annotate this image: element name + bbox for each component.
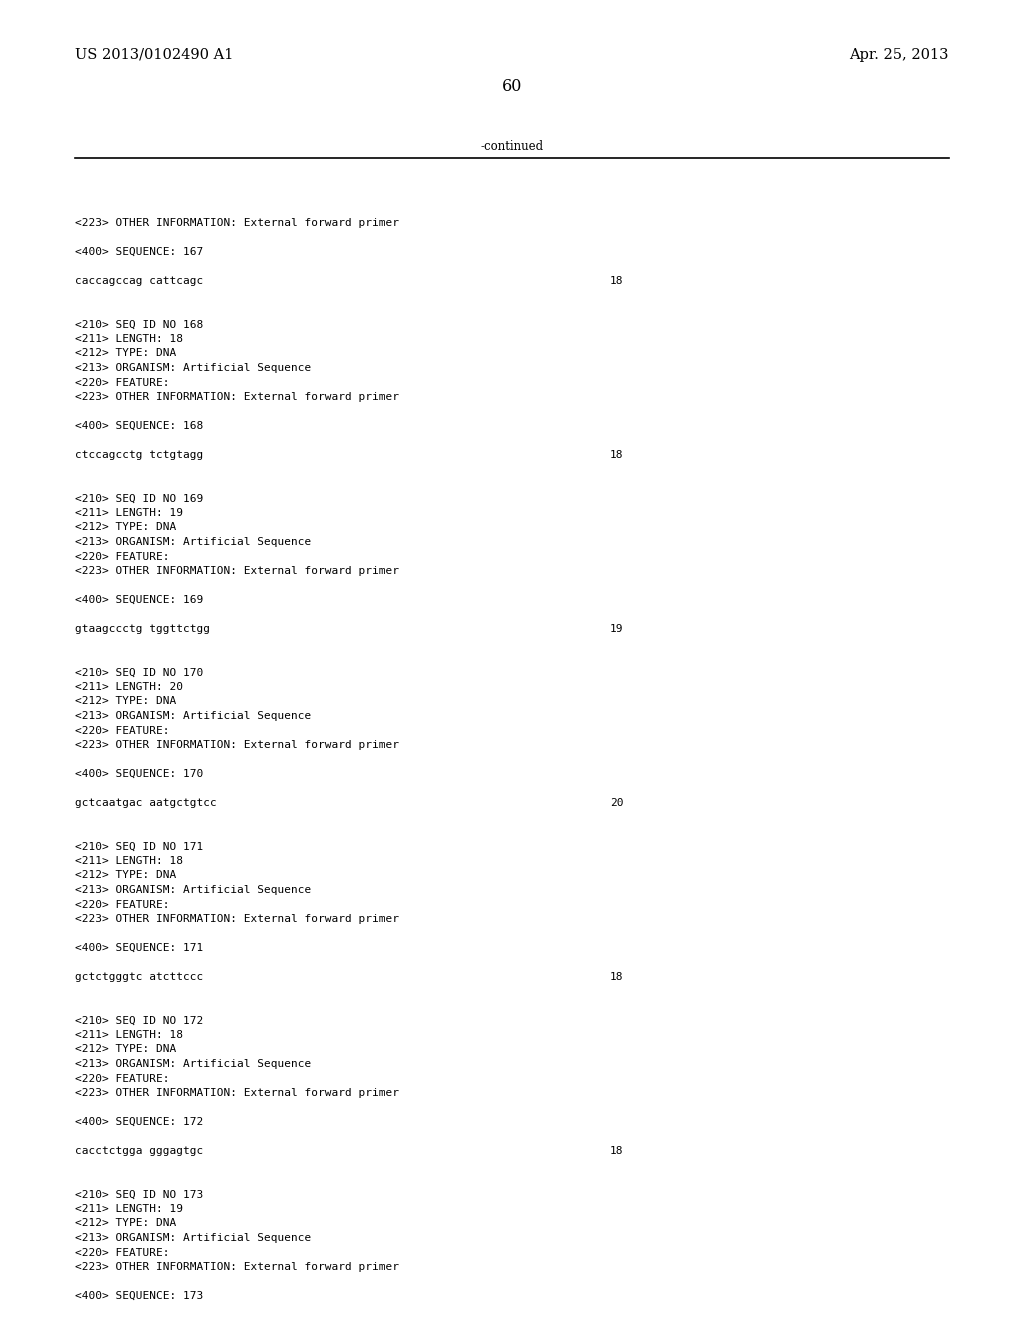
Text: <223> OTHER INFORMATION: External forward primer: <223> OTHER INFORMATION: External forwar…	[75, 1262, 399, 1272]
Text: US 2013/0102490 A1: US 2013/0102490 A1	[75, 48, 233, 62]
Text: <211> LENGTH: 18: <211> LENGTH: 18	[75, 1030, 183, 1040]
Text: <400> SEQUENCE: 167: <400> SEQUENCE: 167	[75, 247, 203, 257]
Text: <400> SEQUENCE: 170: <400> SEQUENCE: 170	[75, 770, 203, 779]
Text: <213> ORGANISM: Artificial Sequence: <213> ORGANISM: Artificial Sequence	[75, 1233, 311, 1243]
Text: <211> LENGTH: 18: <211> LENGTH: 18	[75, 855, 183, 866]
Text: 18: 18	[610, 276, 624, 286]
Text: 60: 60	[502, 78, 522, 95]
Text: 20: 20	[610, 799, 624, 808]
Text: <210> SEQ ID NO 171: <210> SEQ ID NO 171	[75, 842, 203, 851]
Text: cacctctgga gggagtgc: cacctctgga gggagtgc	[75, 1146, 203, 1156]
Text: <210> SEQ ID NO 170: <210> SEQ ID NO 170	[75, 668, 203, 677]
Text: <210> SEQ ID NO 168: <210> SEQ ID NO 168	[75, 319, 203, 330]
Text: <220> FEATURE:: <220> FEATURE:	[75, 378, 170, 388]
Text: <220> FEATURE:: <220> FEATURE:	[75, 1247, 170, 1258]
Text: <210> SEQ ID NO 173: <210> SEQ ID NO 173	[75, 1189, 203, 1200]
Text: <210> SEQ ID NO 169: <210> SEQ ID NO 169	[75, 494, 203, 503]
Text: gctcaatgac aatgctgtcc: gctcaatgac aatgctgtcc	[75, 799, 217, 808]
Text: <211> LENGTH: 19: <211> LENGTH: 19	[75, 1204, 183, 1214]
Text: 18: 18	[610, 972, 624, 982]
Text: <211> LENGTH: 19: <211> LENGTH: 19	[75, 508, 183, 517]
Text: ctccagcctg tctgtagg: ctccagcctg tctgtagg	[75, 450, 203, 459]
Text: <400> SEQUENCE: 168: <400> SEQUENCE: 168	[75, 421, 203, 432]
Text: <400> SEQUENCE: 173: <400> SEQUENCE: 173	[75, 1291, 203, 1302]
Text: <211> LENGTH: 20: <211> LENGTH: 20	[75, 682, 183, 692]
Text: <213> ORGANISM: Artificial Sequence: <213> ORGANISM: Artificial Sequence	[75, 537, 311, 546]
Text: <213> ORGANISM: Artificial Sequence: <213> ORGANISM: Artificial Sequence	[75, 363, 311, 374]
Text: <220> FEATURE:: <220> FEATURE:	[75, 1073, 170, 1084]
Text: <212> TYPE: DNA: <212> TYPE: DNA	[75, 697, 176, 706]
Text: <220> FEATURE:: <220> FEATURE:	[75, 726, 170, 735]
Text: <210> SEQ ID NO 172: <210> SEQ ID NO 172	[75, 1015, 203, 1026]
Text: <223> OTHER INFORMATION: External forward primer: <223> OTHER INFORMATION: External forwar…	[75, 1088, 399, 1098]
Text: 19: 19	[610, 624, 624, 634]
Text: <223> OTHER INFORMATION: External forward primer: <223> OTHER INFORMATION: External forwar…	[75, 741, 399, 750]
Text: <400> SEQUENCE: 172: <400> SEQUENCE: 172	[75, 1117, 203, 1127]
Text: gctctgggtc atcttccc: gctctgggtc atcttccc	[75, 972, 203, 982]
Text: <213> ORGANISM: Artificial Sequence: <213> ORGANISM: Artificial Sequence	[75, 884, 311, 895]
Text: gtaagccctg tggttctgg: gtaagccctg tggttctgg	[75, 624, 210, 634]
Text: <220> FEATURE:: <220> FEATURE:	[75, 552, 170, 561]
Text: <213> ORGANISM: Artificial Sequence: <213> ORGANISM: Artificial Sequence	[75, 711, 311, 721]
Text: <211> LENGTH: 18: <211> LENGTH: 18	[75, 334, 183, 345]
Text: <213> ORGANISM: Artificial Sequence: <213> ORGANISM: Artificial Sequence	[75, 1059, 311, 1069]
Text: <212> TYPE: DNA: <212> TYPE: DNA	[75, 523, 176, 532]
Text: 18: 18	[610, 1146, 624, 1156]
Text: <400> SEQUENCE: 171: <400> SEQUENCE: 171	[75, 942, 203, 953]
Text: <212> TYPE: DNA: <212> TYPE: DNA	[75, 1218, 176, 1229]
Text: -continued: -continued	[480, 140, 544, 153]
Text: <223> OTHER INFORMATION: External forward primer: <223> OTHER INFORMATION: External forwar…	[75, 392, 399, 403]
Text: Apr. 25, 2013: Apr. 25, 2013	[850, 48, 949, 62]
Text: <223> OTHER INFORMATION: External forward primer: <223> OTHER INFORMATION: External forwar…	[75, 566, 399, 576]
Text: <212> TYPE: DNA: <212> TYPE: DNA	[75, 348, 176, 359]
Text: <400> SEQUENCE: 169: <400> SEQUENCE: 169	[75, 595, 203, 605]
Text: caccagccag cattcagc: caccagccag cattcagc	[75, 276, 203, 286]
Text: <223> OTHER INFORMATION: External forward primer: <223> OTHER INFORMATION: External forwar…	[75, 218, 399, 228]
Text: <223> OTHER INFORMATION: External forward primer: <223> OTHER INFORMATION: External forwar…	[75, 913, 399, 924]
Text: <220> FEATURE:: <220> FEATURE:	[75, 899, 170, 909]
Text: 18: 18	[610, 450, 624, 459]
Text: <212> TYPE: DNA: <212> TYPE: DNA	[75, 1044, 176, 1055]
Text: <212> TYPE: DNA: <212> TYPE: DNA	[75, 870, 176, 880]
